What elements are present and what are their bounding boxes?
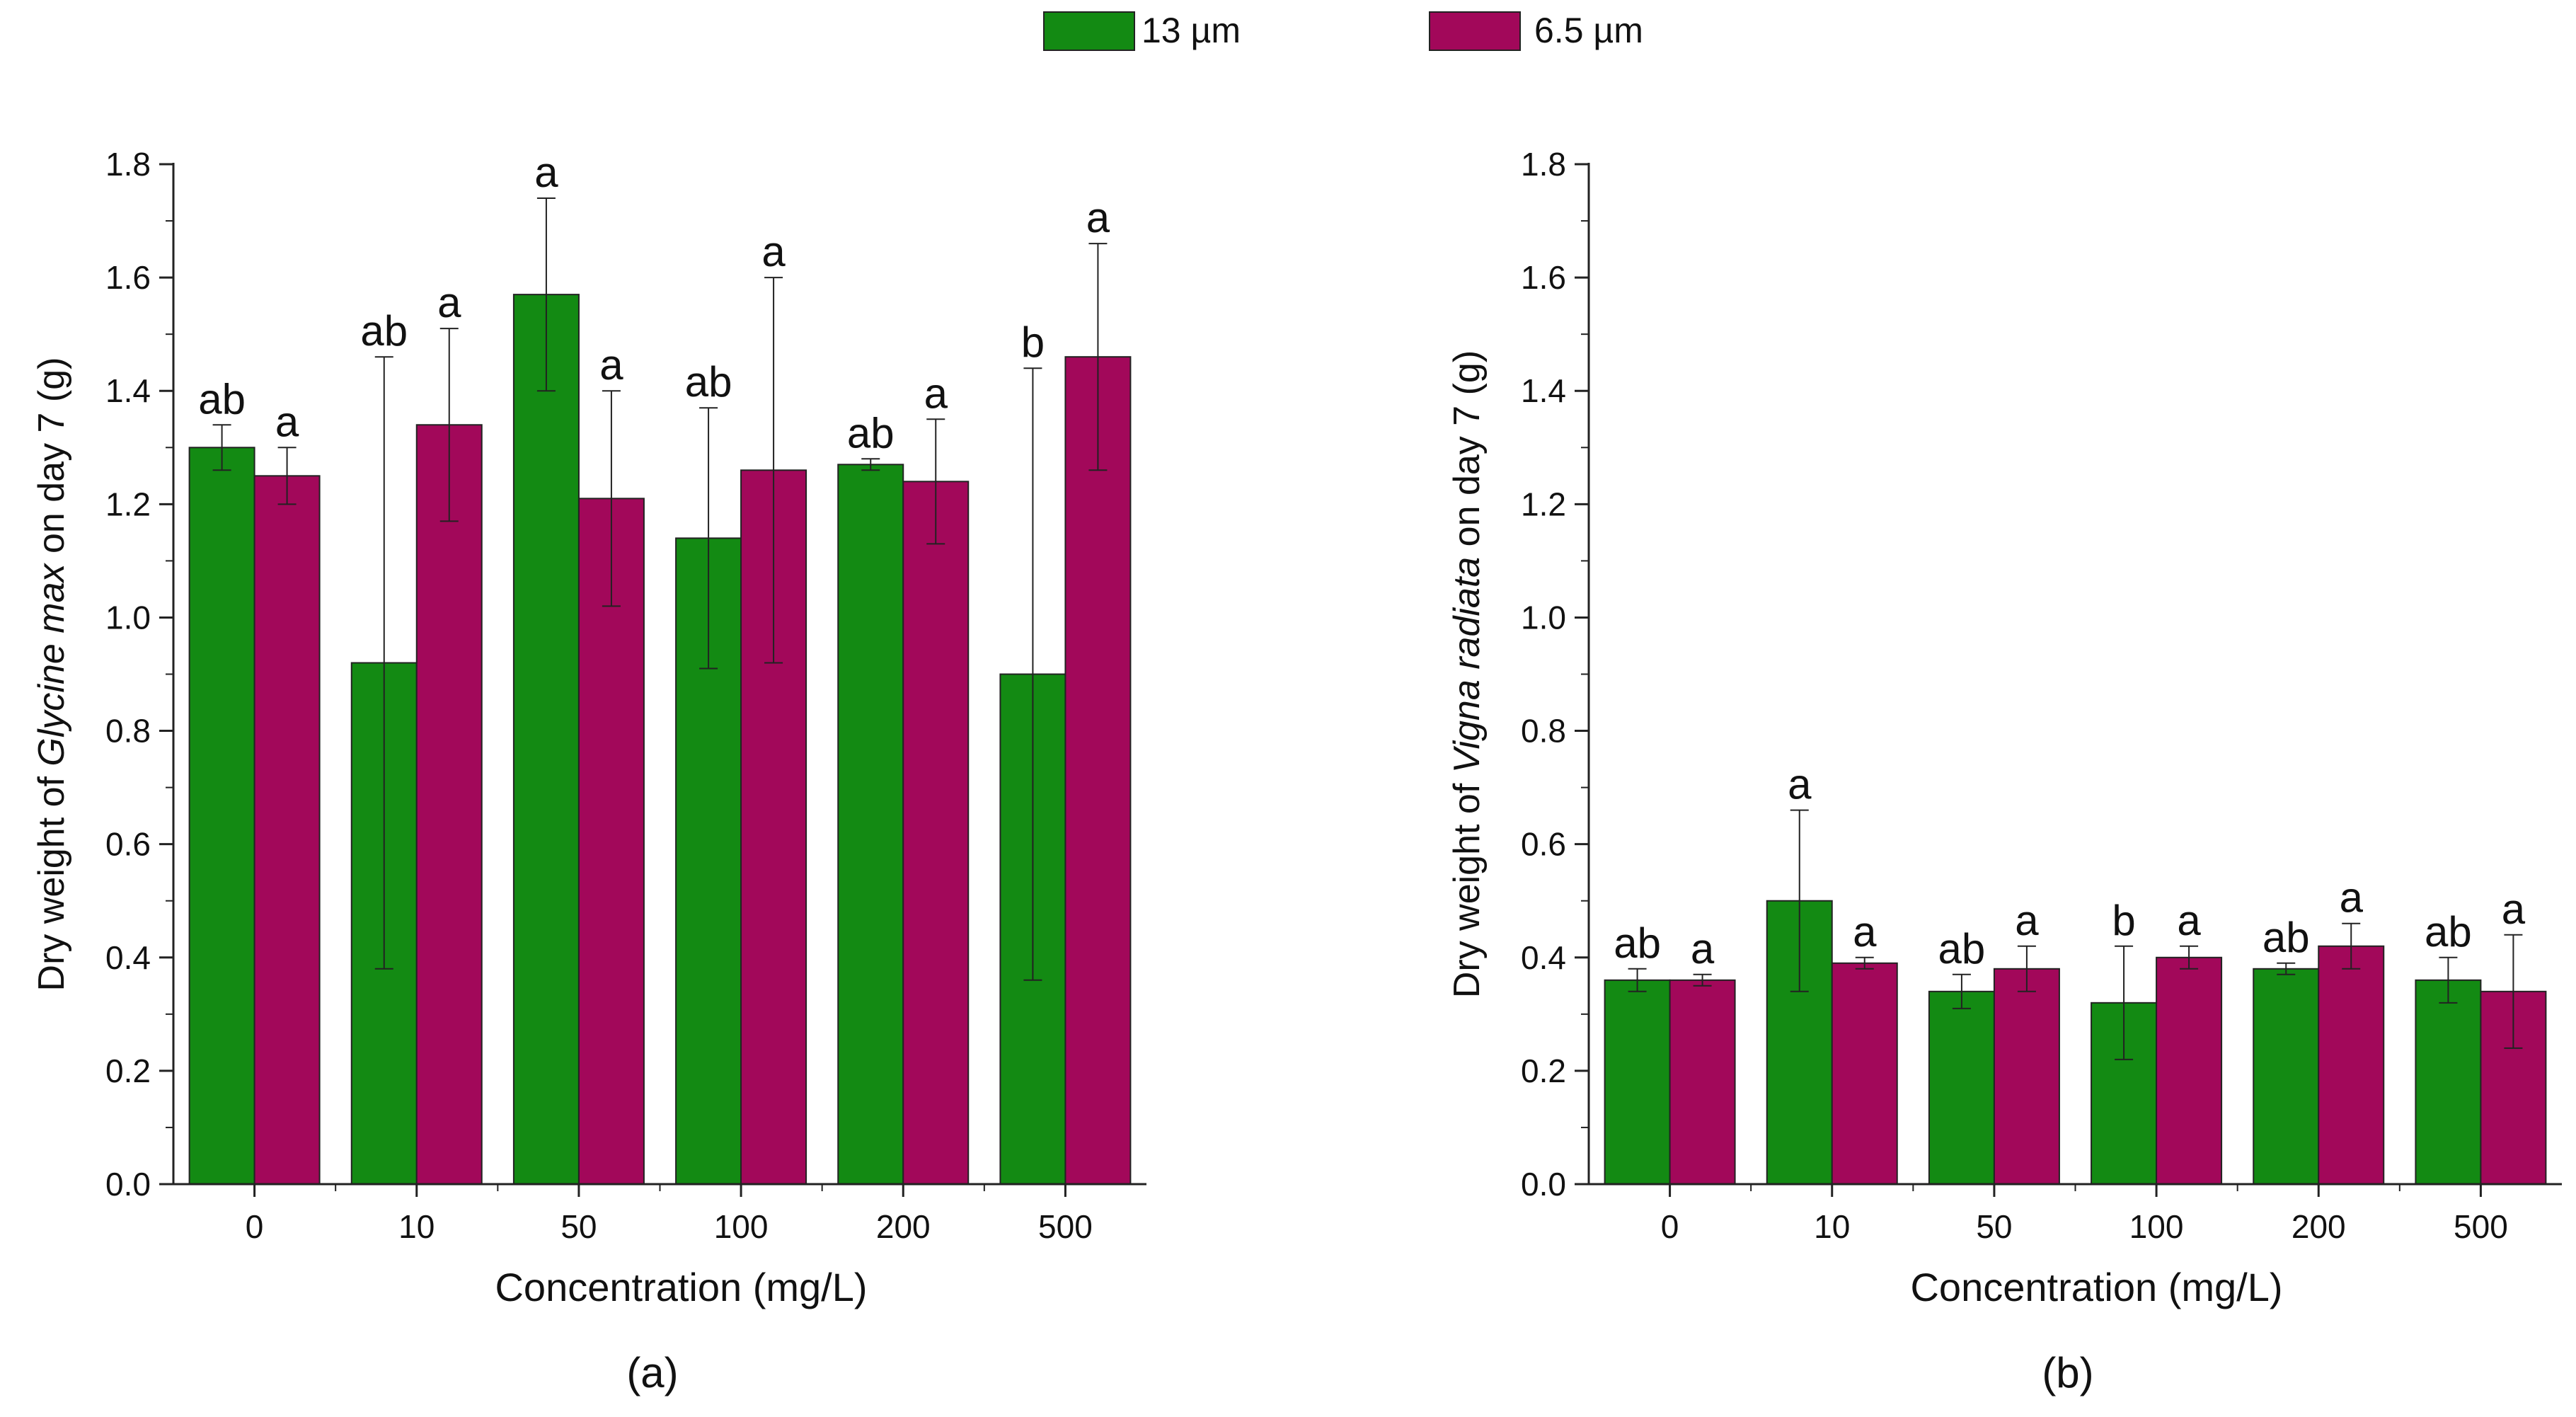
significance-label: a xyxy=(2015,897,2039,944)
bar-13um-0 xyxy=(1604,979,1671,1186)
x-tick-label: 200 xyxy=(2292,1208,2346,1245)
significance-label: ab xyxy=(685,358,732,406)
x-tick-label: 10 xyxy=(1814,1208,1850,1245)
bar-13um-50 xyxy=(1928,990,1995,1186)
y-tick-label: 1.8 xyxy=(105,146,151,183)
y-tick-label: 0.2 xyxy=(1521,1052,1566,1089)
y-tick-label: 0.2 xyxy=(105,1052,151,1089)
bar-6-5um-0 xyxy=(1669,979,1736,1186)
bar-6-5um-500 xyxy=(1064,356,1132,1186)
y-tick-label: 0.8 xyxy=(105,713,151,750)
significance-label: a xyxy=(275,398,299,445)
significance-label: ab xyxy=(2425,908,2472,956)
y-axis-title-species: Glycine max xyxy=(31,562,72,766)
x-tick-label: 500 xyxy=(1038,1208,1093,1245)
significance-label: ab xyxy=(1938,925,1986,973)
legend: 13 µm 6.5 µm xyxy=(1043,11,1643,51)
y-tick-label: 0.0 xyxy=(1521,1166,1566,1203)
y-tick-label: 1.2 xyxy=(105,486,151,522)
bar-6-5um-100 xyxy=(2156,956,2223,1186)
significance-label: a xyxy=(2340,874,2364,922)
y-tick-label: 0.8 xyxy=(1521,713,1566,750)
y-tick-label: 0.6 xyxy=(105,826,151,863)
bar-6-5um-10 xyxy=(415,424,483,1185)
legend-label-1: 6.5 µm xyxy=(1534,11,1643,50)
significance-label: ab xyxy=(1614,919,1661,967)
x-tick-label: 500 xyxy=(2454,1208,2508,1245)
x-tick-label: 100 xyxy=(2129,1208,2184,1245)
bar-13um-500 xyxy=(2415,979,2482,1186)
significance-label: ab xyxy=(847,409,895,457)
significance-label: ab xyxy=(360,307,408,355)
y-tick-label: 1.4 xyxy=(105,372,151,409)
y-tick-label: 0.6 xyxy=(1521,826,1566,863)
bar-13um-200 xyxy=(2253,968,2320,1186)
y-axis-title: Dry weight of Glycine max on day 7 (g) xyxy=(31,357,72,992)
legend-swatch-1 xyxy=(1429,11,1521,51)
significance-label: a xyxy=(2177,897,2201,944)
significance-label: a xyxy=(599,341,623,389)
panel-label: (b) xyxy=(2042,1349,2093,1396)
y-tick-label: 1.2 xyxy=(1521,486,1566,522)
y-tick-label: 1.4 xyxy=(1521,372,1566,409)
significance-label: a xyxy=(2502,885,2526,933)
y-axis-title-part: on day 7 (g) xyxy=(1447,350,1488,557)
bar-13um-50 xyxy=(512,294,580,1185)
bar-6-5um-200 xyxy=(902,481,970,1185)
legend-label-0: 13 µm xyxy=(1142,11,1241,50)
x-axis-title: Concentration (mg/L) xyxy=(495,1265,867,1309)
significance-label: a xyxy=(924,369,948,417)
bar-6-5um-0 xyxy=(253,475,321,1185)
x-tick-label: 50 xyxy=(1976,1208,2012,1245)
x-tick-label: 0 xyxy=(246,1208,264,1245)
y-tick-label: 1.6 xyxy=(105,259,151,296)
panel-label: (a) xyxy=(626,1349,678,1396)
significance-label: a xyxy=(761,228,786,275)
bar-13um-0 xyxy=(188,447,255,1185)
x-tick-label: 50 xyxy=(560,1208,597,1245)
y-tick-label: 1.6 xyxy=(1521,259,1566,296)
y-tick-label: 1.0 xyxy=(1521,599,1566,636)
y-tick-label: 0.4 xyxy=(105,939,151,976)
significance-label: a xyxy=(1691,925,1715,973)
y-tick-label: 1.8 xyxy=(1521,146,1566,183)
x-tick-label: 200 xyxy=(876,1208,931,1245)
x-tick-label: 0 xyxy=(1661,1208,1679,1245)
significance-label: a xyxy=(1086,194,1110,241)
y-axis-title-part: Dry weight of xyxy=(1447,773,1488,998)
legend-swatch-0 xyxy=(1043,11,1135,51)
significance-label: a xyxy=(534,149,558,196)
bar-6-5um-200 xyxy=(2318,945,2385,1186)
significance-label: b xyxy=(2112,897,2135,944)
bar-6-5um-50 xyxy=(1993,968,2060,1186)
y-axis-title-species: Vigna radiata xyxy=(1447,557,1488,774)
significance-label: ab xyxy=(198,375,246,423)
x-tick-label: 10 xyxy=(398,1208,435,1245)
x-axis-title: Concentration (mg/L) xyxy=(1910,1265,2282,1309)
significance-label: b xyxy=(1021,319,1045,366)
y-axis-title-part: on day 7 (g) xyxy=(31,357,72,564)
significance-label: a xyxy=(437,279,461,326)
y-tick-label: 1.0 xyxy=(105,599,151,636)
panel-a: ababaababbaaaaaa0.00.20.40.60.81.01.21.4… xyxy=(31,146,1146,1396)
y-axis-title: Dry weight of Vigna radiata on day 7 (g) xyxy=(1447,350,1488,998)
significance-label: a xyxy=(1788,761,1812,808)
y-tick-label: 0.0 xyxy=(105,1166,151,1203)
y-axis-title-part: Dry weight of xyxy=(31,767,72,992)
significance-label: ab xyxy=(2262,914,2310,961)
bar-13um-200 xyxy=(837,464,904,1185)
y-tick-label: 0.4 xyxy=(1521,939,1566,976)
x-tick-label: 100 xyxy=(714,1208,769,1245)
bar-6-5um-10 xyxy=(1831,962,1898,1185)
significance-label: a xyxy=(1853,908,1877,956)
